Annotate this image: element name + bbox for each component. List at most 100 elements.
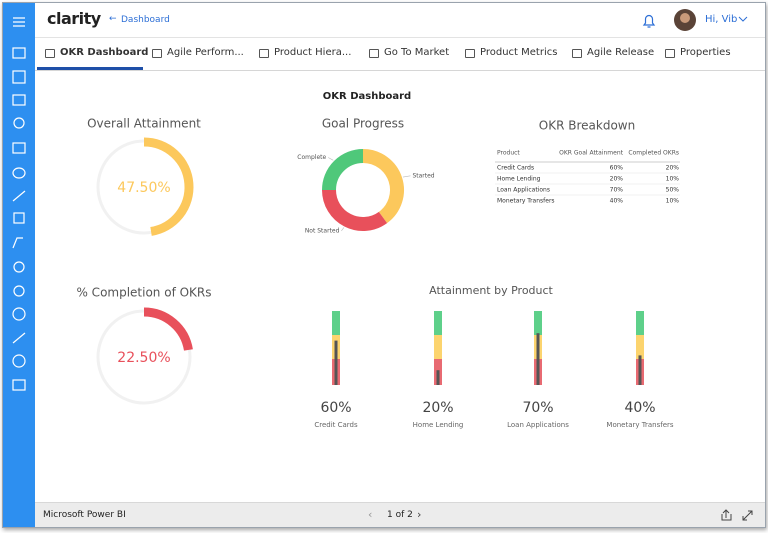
footer: Microsoft Power BI ‹ 1 of 2 › bbox=[35, 502, 765, 527]
table-cell: 50% bbox=[666, 187, 680, 194]
donut-segment bbox=[362, 149, 404, 224]
kpi-label: Home Lending bbox=[413, 421, 464, 429]
nav-icon[interactable] bbox=[12, 47, 26, 59]
table-cell: 20% bbox=[610, 176, 624, 183]
tab-icon bbox=[465, 49, 475, 58]
gauge-arc bbox=[143, 137, 194, 236]
gauge-value: 22.50% bbox=[117, 350, 170, 366]
band-mid bbox=[636, 335, 644, 359]
tab[interactable]: Agile Release bbox=[587, 47, 655, 58]
menu-icon[interactable] bbox=[13, 17, 25, 27]
attainment-bar bbox=[536, 333, 540, 385]
nav-icon[interactable] bbox=[13, 117, 25, 129]
table-cell: 20% bbox=[666, 165, 680, 172]
band-good bbox=[434, 311, 442, 335]
top-bar: clarity ← Dashboard Hi, Vib bbox=[35, 3, 765, 38]
nav-icon[interactable] bbox=[13, 212, 25, 224]
sidebar bbox=[3, 3, 35, 527]
next-page[interactable]: › bbox=[417, 508, 422, 521]
tab-icon bbox=[259, 49, 269, 58]
logo: clarity bbox=[47, 9, 101, 28]
gauge-value: 47.50% bbox=[117, 180, 170, 196]
tab[interactable]: Properties bbox=[680, 47, 731, 58]
table-cell: Home Lending bbox=[497, 176, 541, 183]
table-cell: 40% bbox=[610, 198, 624, 205]
greeting[interactable]: Hi, Vib bbox=[705, 14, 738, 25]
back-arrow[interactable]: ← bbox=[109, 14, 117, 24]
notification-bell[interactable] bbox=[641, 12, 657, 30]
nav-icon[interactable] bbox=[12, 379, 26, 391]
kpi-value: 20% bbox=[422, 400, 453, 416]
report-canvas: OKR Dashboard Overall Attainment 47.50% % … bbox=[76, 91, 680, 429]
tab[interactable]: OKR Dashboard bbox=[60, 47, 149, 58]
kpi-value: 70% bbox=[522, 400, 553, 416]
leader-line bbox=[402, 175, 411, 178]
tab[interactable]: Product Hiera... bbox=[274, 47, 352, 58]
nav-icon[interactable] bbox=[12, 70, 26, 84]
nav-icon[interactable] bbox=[13, 285, 25, 297]
active-tab-indicator bbox=[37, 67, 143, 70]
tab[interactable]: Agile Perform... bbox=[167, 47, 244, 58]
kpi-value: 40% bbox=[624, 400, 655, 416]
card-title: Attainment by Product bbox=[429, 284, 553, 297]
tab-bar: OKR Dashboard Agile Perform... Product Hie… bbox=[35, 38, 765, 71]
table-header: Completed OKRs bbox=[628, 150, 679, 157]
tab-icon bbox=[369, 49, 379, 58]
kpi-label: Loan Applications bbox=[507, 421, 569, 429]
nav-icon[interactable] bbox=[12, 237, 23, 249]
table-cell: 70% bbox=[610, 187, 624, 194]
tab-icon bbox=[152, 49, 162, 58]
nav-icon[interactable] bbox=[12, 190, 26, 202]
kpi-value: 60% bbox=[320, 400, 351, 416]
band-good bbox=[636, 311, 644, 335]
donut-label: Not Started bbox=[305, 227, 340, 234]
donut-segment bbox=[322, 189, 388, 231]
tab[interactable]: Go To Market bbox=[384, 47, 450, 58]
nav-icon[interactable] bbox=[12, 354, 26, 368]
table-cell: Loan Applications bbox=[497, 187, 550, 194]
leader-line bbox=[328, 157, 334, 161]
attainment-bar bbox=[334, 340, 338, 385]
band-good bbox=[332, 311, 340, 335]
report-title: OKR Dashboard bbox=[323, 91, 411, 102]
table-cell: Credit Cards bbox=[497, 165, 534, 172]
band-good bbox=[534, 311, 542, 335]
nav-icon[interactable] bbox=[12, 167, 26, 179]
nav-icon[interactable] bbox=[12, 332, 26, 344]
table-cell: 10% bbox=[666, 198, 680, 205]
band-mid bbox=[434, 335, 442, 359]
pager: 1 of 2 bbox=[387, 510, 413, 520]
tab-icon bbox=[665, 49, 675, 58]
tab-icon bbox=[45, 49, 55, 58]
leader-line bbox=[341, 227, 345, 232]
card-title: Overall Attainment bbox=[87, 117, 201, 131]
nav-icon[interactable] bbox=[12, 307, 26, 321]
card-title: OKR Breakdown bbox=[539, 119, 635, 133]
attainment-bar bbox=[638, 355, 642, 385]
table-cell: 10% bbox=[666, 176, 680, 183]
sidebar-icons bbox=[12, 17, 26, 391]
nav-icon[interactable] bbox=[12, 94, 26, 106]
attainment-bar bbox=[436, 370, 440, 385]
nav-icon[interactable] bbox=[12, 142, 26, 154]
nav-icon[interactable] bbox=[13, 261, 25, 273]
avatar[interactable] bbox=[673, 8, 697, 32]
tab-icon bbox=[572, 49, 582, 58]
back-link[interactable]: Dashboard bbox=[121, 15, 170, 25]
share-icon[interactable] bbox=[721, 509, 732, 521]
donut-label: Started bbox=[412, 172, 434, 179]
table-header: OKR Goal Attainment bbox=[559, 150, 623, 157]
footer-actions bbox=[721, 509, 753, 521]
card-title: Goal Progress bbox=[322, 117, 404, 131]
table-cell: Monetary Transfers bbox=[497, 198, 555, 205]
kpi-label: Monetary Transfers bbox=[606, 421, 673, 429]
prev-page[interactable]: ‹ bbox=[368, 508, 373, 521]
donut-segment bbox=[322, 149, 364, 191]
brand: Microsoft Power BI bbox=[43, 510, 126, 520]
dropdown-chevron[interactable] bbox=[738, 15, 748, 23]
card-title: % Completion of OKRs bbox=[76, 286, 211, 300]
kpi-label: Credit Cards bbox=[314, 421, 358, 429]
tab[interactable]: Product Metrics bbox=[480, 47, 558, 58]
fullscreen-icon[interactable] bbox=[742, 510, 753, 521]
